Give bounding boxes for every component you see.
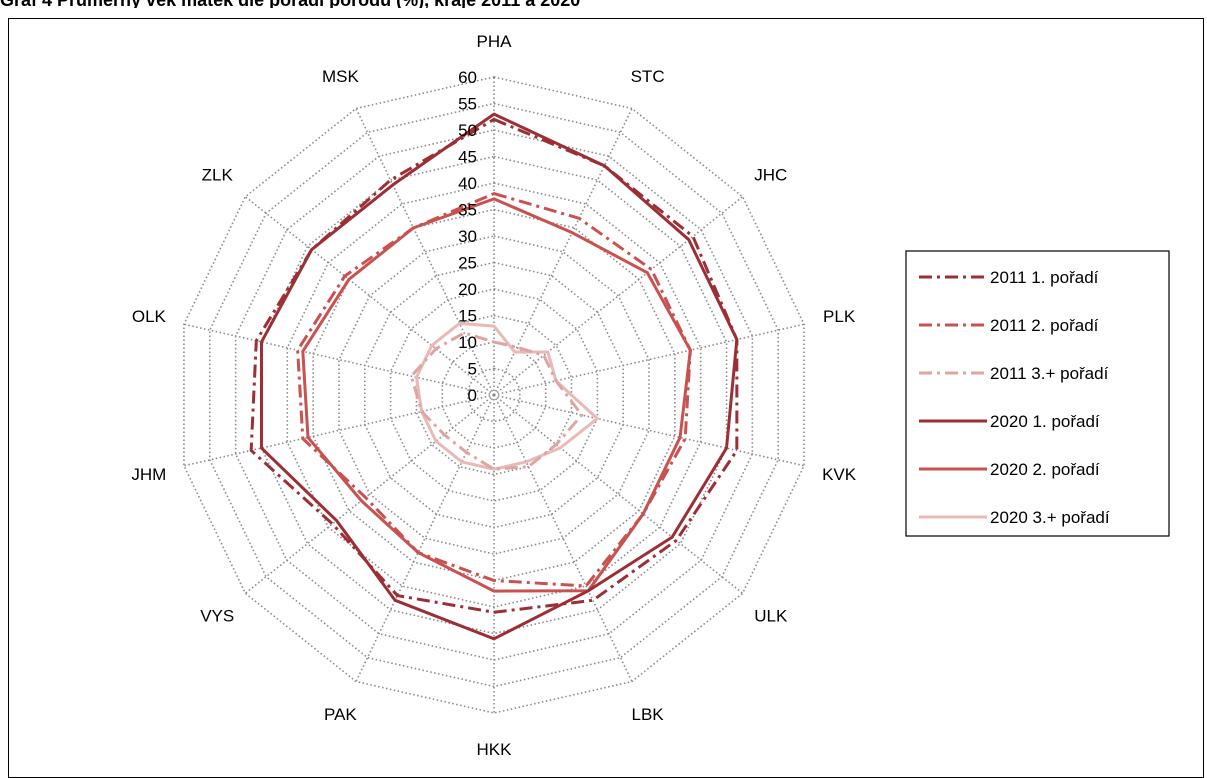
spoke-ulk [493,394,744,594]
title-strip: Graf 4 Průměrný věk matek dle pořadí por… [0,0,1207,8]
spoke-olk [183,323,495,396]
tick-label: 50 [458,121,477,140]
series-layer [249,112,739,641]
category-label-vys: VYS [200,607,234,626]
legend-box [905,250,1170,537]
spoke-stc [493,108,633,396]
tick-label: 20 [458,280,477,299]
spoke-layer [183,77,805,713]
legend-label: 2020 1. pořadí [990,412,1100,431]
grid-ring [209,102,779,688]
category-label-pak: PAK [324,705,357,724]
category-label-plk: PLK [823,307,856,326]
legend-label: 2020 2. pořadí [990,460,1100,479]
tick-label: 0 [468,386,477,405]
category-label-ulk: ULK [754,607,788,626]
legend-label: 2011 2. pořadí [990,316,1099,335]
category-label-kvk: KVK [822,465,857,484]
spoke-lbk [493,394,633,682]
spoke-vys [244,394,495,594]
spoke-zlk [244,196,495,396]
category-label-zlk: ZLK [202,165,234,184]
category-label-stc: STC [631,67,665,86]
category-label-jhm: JHM [131,465,166,484]
spoke-msk [355,108,495,396]
category-layer: PHA STC JHC PLK KVK ULK LBK HKK PAK VYS JHM OLK ZLK M… [131,32,856,759]
legend-label: 2020 3.+ pořadí [990,508,1110,527]
series-line [414,321,599,471]
spoke-jhc [493,196,744,396]
category-label-olk: OLK [132,307,167,326]
tick-label: 40 [458,174,477,193]
series-line [249,117,739,614]
grid-ring [312,208,676,582]
category-label-jhc: JHC [754,165,787,184]
spoke-kvk [493,394,805,467]
legend-label: 2011 3.+ pořadí [990,364,1109,383]
spoke-pak [355,394,495,682]
grid-ring [338,235,650,555]
category-label-lbk: LBK [632,705,665,724]
tick-label: 25 [458,254,477,273]
tick-label: 10 [458,333,477,352]
legend: 2011 1. pořadí 2011 2. pořadí 2011 3.+ poř… [905,250,1170,537]
category-label-msk: MSK [322,67,360,86]
spoke-jhm [183,394,495,467]
legend-label: 2011 1. pořadí [990,268,1099,287]
series-line [259,112,739,641]
chart-frame: 0 5 10 15 20 25 30 35 40 45 50 55 60 PHA STC JHC PLK KVK… [8,18,1204,778]
chart-title: Graf 4 Průměrný věk matek dle pořadí por… [0,0,580,8]
tick-label: 35 [458,201,477,220]
tick-label: 15 [458,307,477,326]
tick-layer: 0 5 10 15 20 25 30 35 40 45 50 55 60 [458,68,477,405]
radar-chart: 0 5 10 15 20 25 30 35 40 45 50 55 60 PHA STC JHC PLK KVK… [131,32,1170,759]
series-line [409,331,584,471]
category-label-pha: PHA [477,32,513,51]
series-line [296,192,692,588]
tick-label: 55 [458,95,477,114]
spoke-plk [493,323,805,396]
category-label-hkk: HKK [477,740,513,759]
tick-label: 45 [458,148,477,167]
tick-label: 30 [458,227,477,246]
tick-label: 60 [458,68,477,87]
tick-label: 5 [468,360,477,379]
series-line [301,197,692,593]
